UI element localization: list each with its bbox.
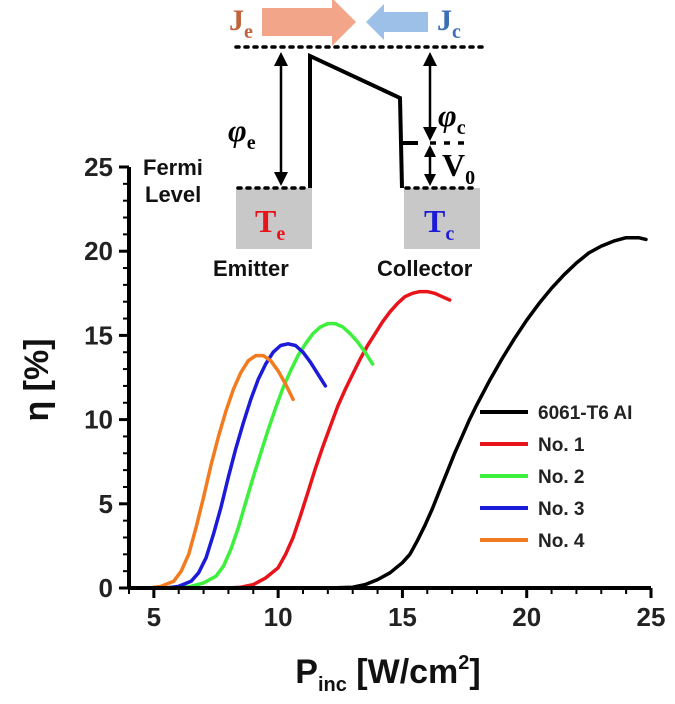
x-axis-title: Pinc [W/cm2] [295,652,481,696]
collector-work-function-label: φc [438,97,466,139]
legend-item: No. 4 [480,531,585,552]
energy-diagram-inset: Je Jc Te Tc [143,0,490,281]
collector-label: Collector [377,256,473,281]
y-tick-label: 25 [84,152,113,182]
plot-area: 5 10 15 20 25 0 5 10 15 20 25 [84,152,665,632]
fermi-level-label-line1: Fermi [143,155,203,180]
legend-label: No. 4 [538,531,585,552]
y-axis-title: η [%] [18,338,56,421]
collector-electrode [404,188,480,249]
x-tick-label: 15 [388,602,417,632]
legend-label: No. 3 [538,499,584,520]
x-tick-label: 20 [512,602,541,632]
legend-item: No. 1 [480,435,585,456]
legend-item: 6061-T6 AI [480,403,632,424]
collector-current-arrow [366,4,428,40]
emitter-electrode [236,188,312,249]
legend-label: 6061-T6 AI [538,403,632,424]
x-axis-title-subscript: inc [318,674,347,696]
series-line-2 [226,289,452,590]
voltage-arrow [424,145,436,186]
voltage-label: V0 [442,147,475,189]
collector-work-function-arrow [423,52,437,141]
legend-label: No. 1 [538,435,585,456]
emitter-work-function-arrow [274,52,288,186]
x-axis-title-superscript: 2 [458,652,469,674]
series-line-3 [176,321,375,590]
y-tick-label: 20 [84,236,113,266]
x-tick-label: 5 [147,602,161,632]
series-line-5 [147,353,295,590]
y-tick-label: 0 [99,573,113,603]
series-line-1 [301,235,648,590]
legend-label: No. 2 [538,467,584,488]
y-tick-label: 15 [84,320,113,350]
y-tick-label: 10 [84,405,113,435]
emitter-current-arrow [262,0,356,46]
series-line-4 [164,342,328,590]
emitter-label: Emitter [213,256,289,281]
x-tick-label: 10 [264,602,293,632]
fermi-level-label-line2: Level [145,182,201,207]
potential-barrier [308,52,404,189]
emitter-work-function-label: φe [228,112,256,154]
collector-current-label: Jc [437,4,461,43]
legend-item: No. 3 [480,499,584,520]
y-tick-label: 5 [99,489,113,519]
legend-item: No. 2 [480,467,584,488]
x-tick-label: 25 [637,602,666,632]
emitter-temperature-label: Te [255,203,285,245]
collector-temperature-label: Tc [424,203,454,245]
legend: 6061-T6 AI No. 1 No. 2 No. 3 No. 4 [480,403,632,552]
emitter-current-label: Je [229,4,253,43]
